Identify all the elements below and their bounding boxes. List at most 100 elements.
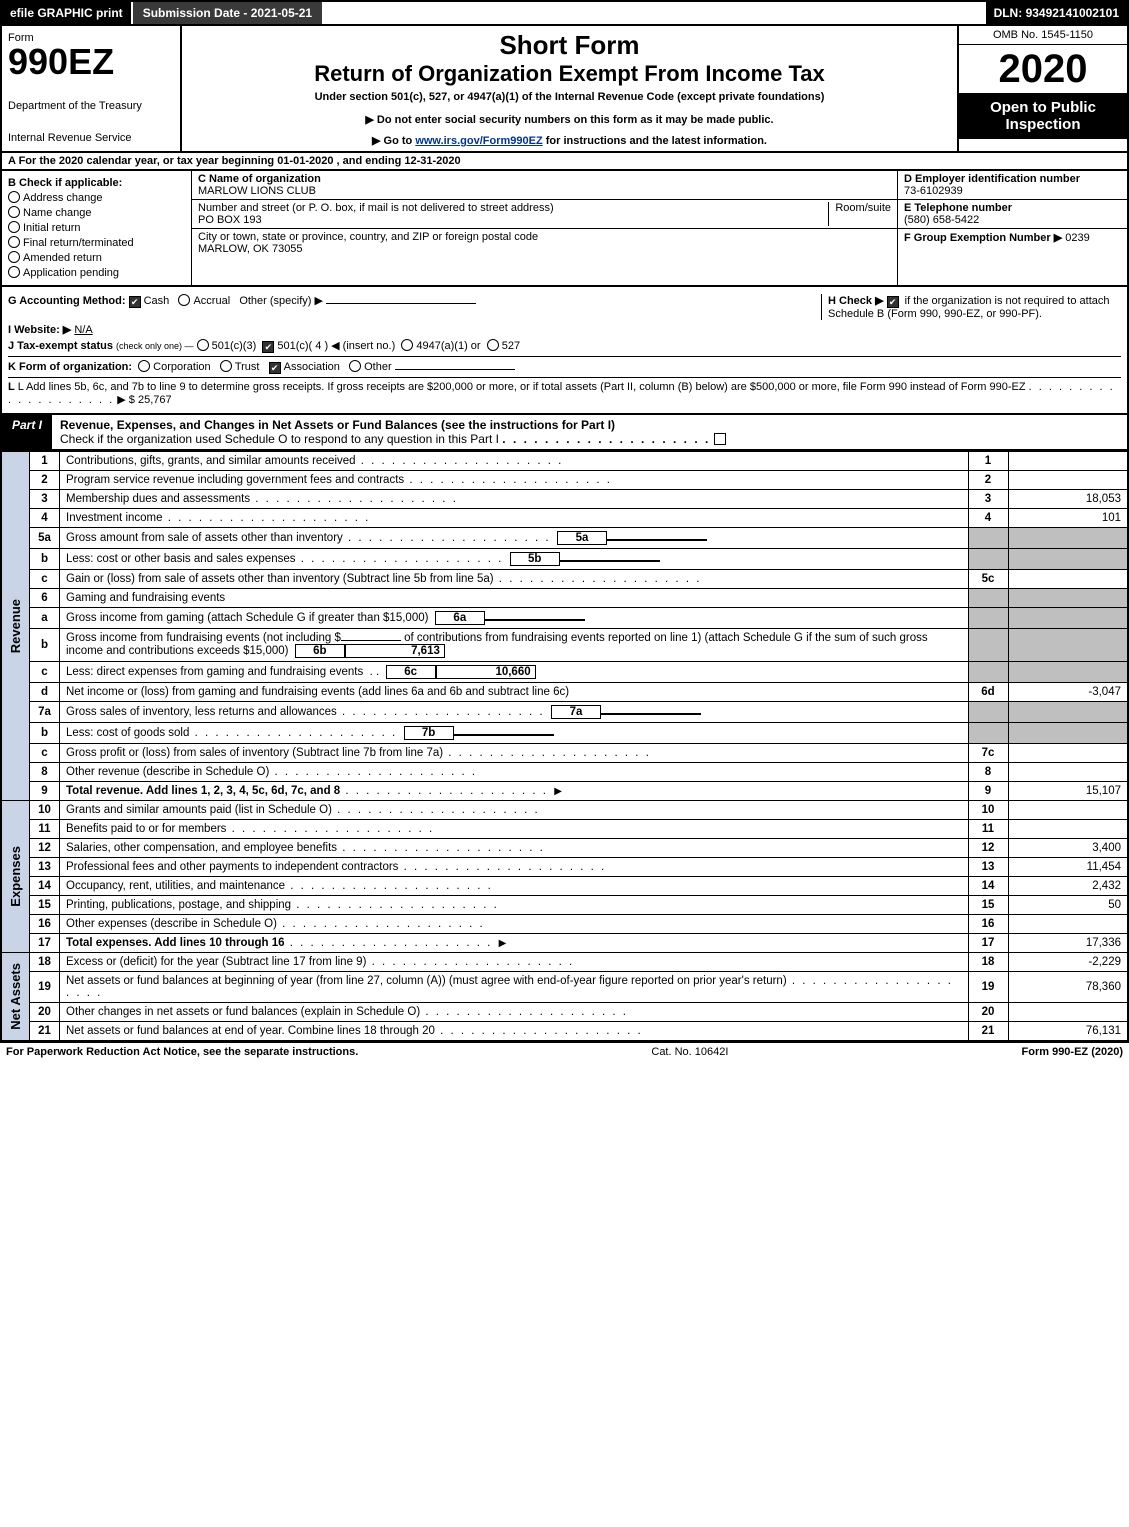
- check-cash[interactable]: [129, 295, 144, 307]
- line-19-amt: 78,360: [1008, 972, 1128, 1003]
- table-row: 7aGross sales of inventory, less returns…: [1, 702, 1128, 723]
- table-row: 17Total expenses. Add lines 10 through 1…: [1, 934, 1128, 953]
- line-13-amt: 11,454: [1008, 858, 1128, 877]
- tax-year: 2020: [959, 45, 1127, 93]
- check-amended[interactable]: [8, 252, 23, 264]
- open-inspection: Open to Public Inspection: [959, 93, 1127, 139]
- row-l-text: L Add lines 5b, 6c, and 7b to line 9 to …: [18, 381, 1026, 393]
- row-j-label: J Tax-exempt status: [8, 340, 113, 352]
- table-row: bGross income from fundraising events (n…: [1, 629, 1128, 662]
- check-501c3[interactable]: [197, 340, 212, 352]
- check-501c[interactable]: [262, 340, 277, 352]
- check-4947[interactable]: [401, 340, 416, 352]
- header-sub1: Under section 501(c), 527, or 4947(a)(1)…: [190, 91, 949, 103]
- form-header: Form 990EZ Department of the Treasury In…: [0, 26, 1129, 153]
- form-number: 990EZ: [8, 44, 174, 80]
- table-row: bLess: cost of goods sold 7b: [1, 723, 1128, 744]
- table-row: aGross income from gaming (attach Schedu…: [1, 608, 1128, 629]
- check-assoc[interactable]: [269, 361, 284, 373]
- check-final[interactable]: [8, 237, 23, 249]
- footer-left: For Paperwork Reduction Act Notice, see …: [6, 1046, 358, 1058]
- check-schedule-b[interactable]: [887, 295, 902, 307]
- table-row: bLess: cost or other basis and sales exp…: [1, 549, 1128, 570]
- footer-form: Form 990-EZ (2020): [1022, 1046, 1123, 1058]
- box-b: B Check if applicable: Address change Na…: [2, 171, 192, 285]
- dept-treasury: Department of the Treasury: [8, 100, 174, 112]
- group-exemption-value: 0239: [1065, 232, 1089, 244]
- info-block: B Check if applicable: Address change Na…: [0, 171, 1129, 287]
- part-1-table: Revenue 1Contributions, gifts, grants, a…: [0, 451, 1129, 1042]
- check-schedule-o[interactable]: [714, 432, 729, 446]
- box-e-label: E Telephone number: [904, 202, 1121, 214]
- line-18-amt: -2,229: [1008, 953, 1128, 972]
- table-row: 15Printing, publications, postage, and s…: [1, 896, 1128, 915]
- check-other-org[interactable]: [349, 361, 364, 373]
- part-1-title: Revenue, Expenses, and Changes in Net As…: [60, 418, 615, 432]
- line-15-amt: 50: [1008, 896, 1128, 915]
- line-3-amt: 18,053: [1008, 490, 1128, 509]
- page-footer: For Paperwork Reduction Act Notice, see …: [0, 1042, 1129, 1061]
- line-12-amt: 3,400: [1008, 839, 1128, 858]
- website-value: N/A: [74, 324, 92, 336]
- line-14-amt: 2,432: [1008, 877, 1128, 896]
- row-h-label: H Check ▶: [828, 295, 887, 307]
- irs-link[interactable]: www.irs.gov/Form990EZ: [415, 135, 542, 147]
- room-suite-label: Room/suite: [828, 202, 891, 226]
- side-net-assets: Net Assets: [8, 963, 23, 1030]
- table-row: 5aGross amount from sale of assets other…: [1, 528, 1128, 549]
- row-k-label: K Form of organization:: [8, 361, 132, 373]
- table-row: dNet income or (loss) from gaming and fu…: [1, 683, 1128, 702]
- dln: DLN: 93492141002101: [986, 2, 1127, 24]
- part-1-check: Check if the organization used Schedule …: [60, 432, 499, 446]
- check-corp[interactable]: [138, 361, 153, 373]
- check-initial[interactable]: [8, 222, 23, 234]
- box-c-city-label: City or town, state or province, country…: [198, 231, 891, 243]
- row-i-label: I Website: ▶: [8, 324, 71, 336]
- return-title: Return of Organization Exempt From Incom…: [190, 61, 949, 87]
- tax-year-line: A For the 2020 calendar year, or tax yea…: [0, 153, 1129, 171]
- header-sub3: ▶ Go to www.irs.gov/Form990EZ for instru…: [190, 134, 949, 147]
- check-accrual[interactable]: [178, 295, 193, 307]
- check-name[interactable]: [8, 207, 23, 219]
- check-address[interactable]: [8, 192, 23, 204]
- box-d-label: D Employer identification number: [904, 173, 1121, 185]
- table-row: 16Other expenses (describe in Schedule O…: [1, 915, 1128, 934]
- submission-date: Submission Date - 2021-05-21: [133, 2, 322, 24]
- row-g-label: G Accounting Method:: [8, 295, 126, 307]
- line-6d-amt: -3,047: [1008, 683, 1128, 702]
- dept-irs: Internal Revenue Service: [8, 132, 174, 144]
- box-c-street-label: Number and street (or P. O. box, if mail…: [198, 202, 828, 214]
- table-row: 3Membership dues and assessments318,053: [1, 490, 1128, 509]
- part-1-label: Part I: [2, 415, 52, 449]
- line-6b-value: 7,613: [345, 644, 445, 658]
- org-name: MARLOW LIONS CLUB: [198, 185, 891, 197]
- table-row: 6Gaming and fundraising events: [1, 589, 1128, 608]
- check-527[interactable]: [487, 340, 502, 352]
- footer-cat: Cat. No. 10642I: [358, 1046, 1021, 1058]
- check-trust[interactable]: [220, 361, 235, 373]
- side-revenue: Revenue: [8, 599, 23, 653]
- table-row: 12Salaries, other compensation, and empl…: [1, 839, 1128, 858]
- gross-receipts: 25,767: [138, 394, 172, 406]
- table-row: 19Net assets or fund balances at beginni…: [1, 972, 1128, 1003]
- box-c-name-label: C Name of organization: [198, 173, 891, 185]
- table-row: 2Program service revenue including gover…: [1, 471, 1128, 490]
- line-21-amt: 76,131: [1008, 1022, 1128, 1042]
- top-bar: efile GRAPHIC print Submission Date - 20…: [0, 0, 1129, 26]
- table-row: 11Benefits paid to or for members11: [1, 820, 1128, 839]
- table-row: cGross profit or (loss) from sales of in…: [1, 744, 1128, 763]
- line-17-amt: 17,336: [1008, 934, 1128, 953]
- org-city: MARLOW, OK 73055: [198, 243, 891, 255]
- header-sub2: ▶ Do not enter social security numbers o…: [190, 113, 949, 126]
- org-street: PO BOX 193: [198, 214, 828, 226]
- table-row: 8Other revenue (describe in Schedule O)8: [1, 763, 1128, 782]
- ein-value: 73-6102939: [904, 185, 1121, 197]
- line-9-amt: 15,107: [1008, 782, 1128, 801]
- short-form-title: Short Form: [190, 30, 949, 61]
- table-row: 4Investment income4101: [1, 509, 1128, 528]
- line-6c-value: 10,660: [436, 665, 536, 679]
- check-application[interactable]: [8, 267, 23, 279]
- table-row: 21Net assets or fund balances at end of …: [1, 1022, 1128, 1042]
- efile-button[interactable]: efile GRAPHIC print: [2, 2, 133, 24]
- omb-number: OMB No. 1545-1150: [959, 26, 1127, 45]
